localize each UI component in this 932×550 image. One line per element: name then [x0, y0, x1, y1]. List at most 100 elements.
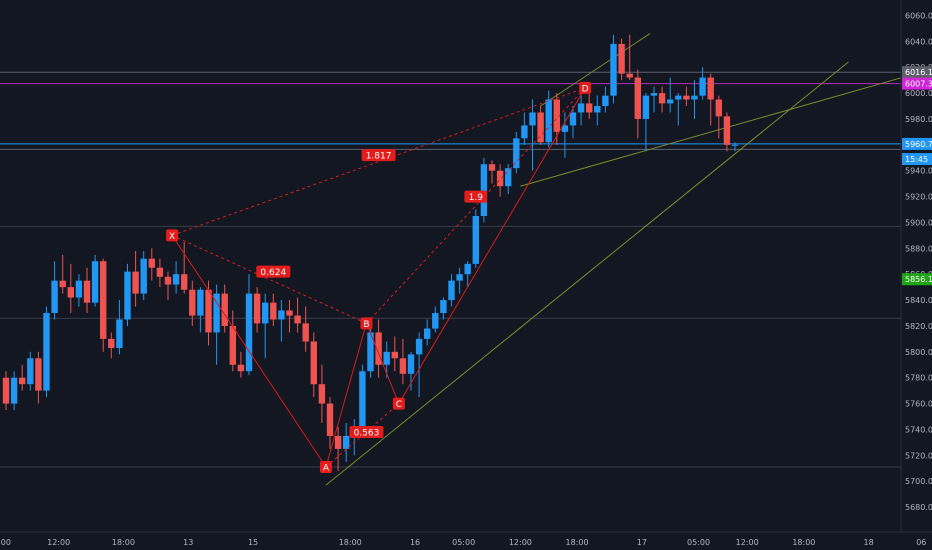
pattern-point-d[interactable] [579, 81, 592, 94]
pattern-ratio-label: 0.624 [260, 268, 286, 278]
time-tick: 18 [864, 538, 874, 547]
pattern-point-label: B [363, 320, 369, 330]
pattern-ratio[interactable] [256, 265, 291, 278]
candle-body [715, 99, 722, 117]
price-tick: 5800.0 [905, 348, 932, 357]
time-tick: 18:00 [112, 538, 135, 547]
time-tick: 05:00 [687, 538, 710, 547]
candle-body [262, 302, 269, 324]
candle-body [286, 310, 293, 316]
price-label [902, 153, 932, 166]
candle-body [43, 313, 50, 391]
pattern-leg [171, 87, 586, 236]
candle-body [569, 112, 577, 126]
harmonic-pattern: X A B C D 0.624 0.563 1.817 1.9 [166, 81, 592, 473]
candle-body [294, 315, 301, 324]
price-label [902, 66, 932, 79]
pattern-point-c[interactable] [392, 397, 405, 410]
pattern-leg [365, 323, 400, 404]
price-tick: 6040.0 [905, 37, 932, 46]
time-axis[interactable] [0, 532, 932, 550]
pattern-point-a[interactable] [319, 460, 332, 473]
price-tick: 5940.0 [905, 167, 932, 176]
candle-body [391, 351, 398, 359]
candle-body [577, 103, 585, 113]
candle-body [602, 95, 609, 107]
pattern-point-b[interactable] [360, 317, 373, 330]
time-tick: 12:00 [509, 538, 532, 547]
candle-body [529, 112, 536, 126]
candle-body [375, 332, 382, 365]
candle-body [699, 77, 706, 96]
candle-body [51, 280, 58, 314]
price-tick: 5760.0 [905, 400, 932, 409]
candle-body [513, 138, 520, 169]
pattern-ratio[interactable] [361, 149, 396, 162]
trendline [540, 33, 651, 107]
candle-body [464, 263, 471, 275]
candle-body [675, 95, 682, 100]
price-label [902, 273, 932, 286]
candle-body [472, 215, 479, 264]
time-tick: 16 [410, 538, 420, 547]
time-tick: 06 [916, 538, 926, 547]
candle-body [205, 289, 212, 333]
price-tick: 5740.0 [905, 425, 932, 434]
candle-body [642, 95, 650, 119]
candle-body [683, 95, 690, 100]
candle-body [367, 332, 374, 372]
candle-body [221, 293, 228, 326]
price-label-text: 5856.1 [905, 275, 932, 284]
pattern-point-label: D [582, 84, 589, 94]
candle-body [59, 280, 66, 288]
candle-body [245, 293, 253, 372]
price-label [902, 77, 932, 90]
pattern-ratio[interactable] [349, 426, 384, 439]
price-tick: 5880.0 [905, 244, 932, 253]
price-tick: 5680.0 [905, 503, 932, 512]
candle-body [658, 93, 666, 104]
candle-body [278, 310, 285, 320]
candle-body [415, 338, 423, 355]
price-tick: 5900.0 [905, 218, 932, 227]
candle-body [75, 280, 83, 298]
pattern-point-x[interactable] [166, 229, 179, 242]
candle-body [181, 274, 188, 290]
price-label [902, 137, 932, 150]
pattern-ratio-label: 1.817 [366, 152, 392, 162]
time-tick: 05:00 [452, 538, 475, 547]
time-tick: 12:00 [47, 538, 70, 547]
candle-body [399, 358, 407, 374]
pattern-leg [398, 87, 586, 404]
price-label-text: 6007.3 [905, 80, 932, 89]
candle-body [545, 99, 552, 143]
horizontal-lines [0, 71, 901, 468]
candle-body [326, 403, 334, 436]
candle-body [480, 164, 488, 216]
candle-body [496, 170, 504, 187]
time-tick: 15 [248, 538, 258, 547]
price-label-text: 15:45 [905, 155, 928, 164]
price-tick: 5820.0 [905, 322, 932, 331]
candle-body [2, 377, 10, 404]
pattern-point-label: C [396, 400, 402, 410]
candle-body [359, 371, 366, 427]
time-axis-ticks: 5:00 12:00 18:00 13 15 18:00 16 05:00 12:00 18:00… [0, 538, 926, 547]
pattern-point-label: X [169, 232, 175, 242]
candle-body [189, 289, 196, 316]
candle-body [731, 144, 739, 146]
candle-body [383, 351, 390, 365]
price-tick: 6060.0 [905, 11, 932, 20]
candle-body [164, 276, 172, 285]
candle-body [707, 77, 714, 100]
candle-body [610, 43, 617, 96]
price-tick: 5840.0 [905, 296, 932, 305]
pattern-leg [171, 235, 327, 468]
pattern-ratio[interactable] [464, 190, 488, 203]
candle-body [650, 93, 658, 96]
time-tick: 18:00 [566, 538, 589, 547]
time-tick: 17 [637, 538, 647, 547]
candle-body [432, 313, 439, 329]
